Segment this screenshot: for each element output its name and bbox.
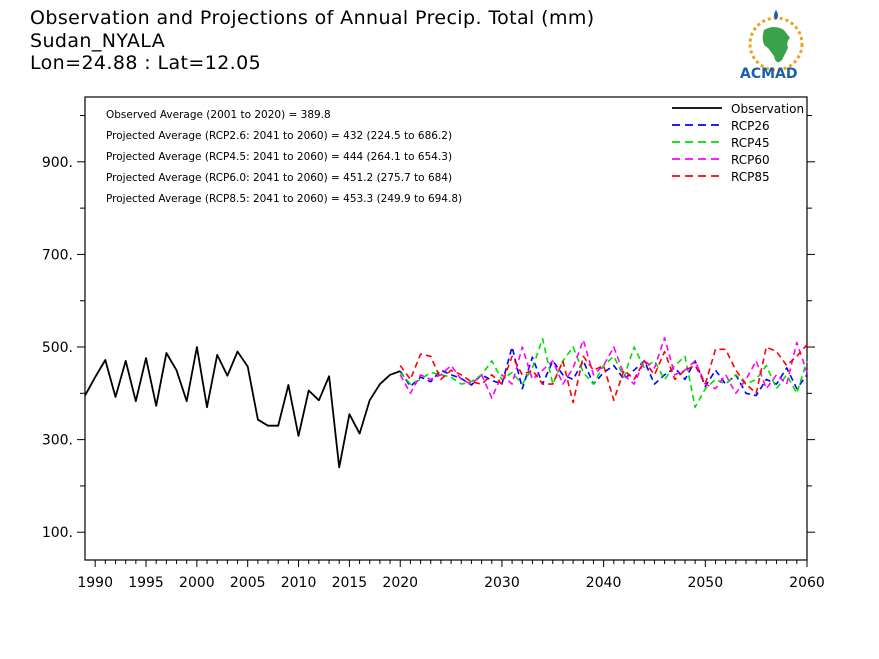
x-tick-label: 2050 — [687, 575, 723, 591]
y-tick-label: 300. — [42, 433, 73, 449]
series-line-rcp60 — [399, 336, 808, 399]
water-drop-icon — [774, 10, 778, 20]
x-tick-label: 1990 — [77, 575, 113, 591]
annotation-rcp85: Projected Average (RCP8.5: 2041 to 2060)… — [106, 193, 462, 205]
x-axis: 1990 1995 2000 2005 2010 2015 2020 2030 2040 2050… — [77, 560, 825, 591]
y-tick-label: 900. — [42, 155, 73, 171]
x-tick-label: 2015 — [332, 575, 368, 591]
legend-label-rcp85: RCP85 — [731, 170, 770, 184]
y-tick-label: 100. — [42, 525, 73, 541]
series-line-rcp45 — [399, 337, 808, 409]
x-tick-label: 2030 — [484, 575, 520, 591]
logo-text: ACMAD — [740, 66, 798, 82]
legend-label-rcp45: RCP45 — [731, 136, 770, 150]
acmad-logo: ACMAD — [740, 10, 804, 82]
legend-label-observation: Observation — [731, 102, 804, 116]
x-tick-label: 2060 — [789, 575, 825, 591]
annotation-block: Observed Average (2001 to 2020) = 389.8 … — [106, 109, 462, 205]
y-axis: 100. 300. 500. 700. 900. — [42, 115, 815, 541]
x-tick-label: 2010 — [281, 575, 317, 591]
annotation-observed: Observed Average (2001 to 2020) = 389.8 — [106, 109, 331, 121]
series-line-observation — [84, 346, 401, 469]
chart-title: Observation and Projections of Annual Pr… — [30, 7, 595, 29]
x-tick-label: 2040 — [586, 575, 622, 591]
series-lines — [84, 336, 808, 469]
legend-label-rcp26: RCP26 — [731, 119, 770, 133]
x-tick-label: 2020 — [382, 575, 418, 591]
y-tick-label: 500. — [42, 340, 73, 356]
station-coords: Lon=24.88 : Lat=12.05 — [30, 52, 262, 74]
legend-label-rcp60: RCP60 — [731, 153, 770, 167]
series-line-rcp85 — [399, 344, 808, 404]
y-tick-label: 700. — [42, 247, 73, 263]
annotation-rcp45: Projected Average (RCP4.5: 2041 to 2060)… — [106, 151, 452, 163]
legend: Observation RCP26 RCP45 RCP60 RCP85 — [672, 102, 804, 184]
annotation-rcp60: Projected Average (RCP6.0: 2041 to 2060)… — [106, 172, 452, 184]
africa-icon — [762, 27, 790, 63]
series-line-rcp26 — [399, 346, 808, 397]
annotation-rcp26: Projected Average (RCP2.6: 2041 to 2060)… — [106, 130, 452, 142]
plot-frame — [84, 96, 808, 561]
chart-header: Observation and Projections of Annual Pr… — [30, 7, 595, 75]
station-name: Sudan_NYALA — [30, 29, 166, 52]
x-tick-label: 1995 — [128, 575, 164, 591]
x-tick-label: 2005 — [230, 575, 266, 591]
x-tick-label: 2000 — [179, 575, 215, 591]
